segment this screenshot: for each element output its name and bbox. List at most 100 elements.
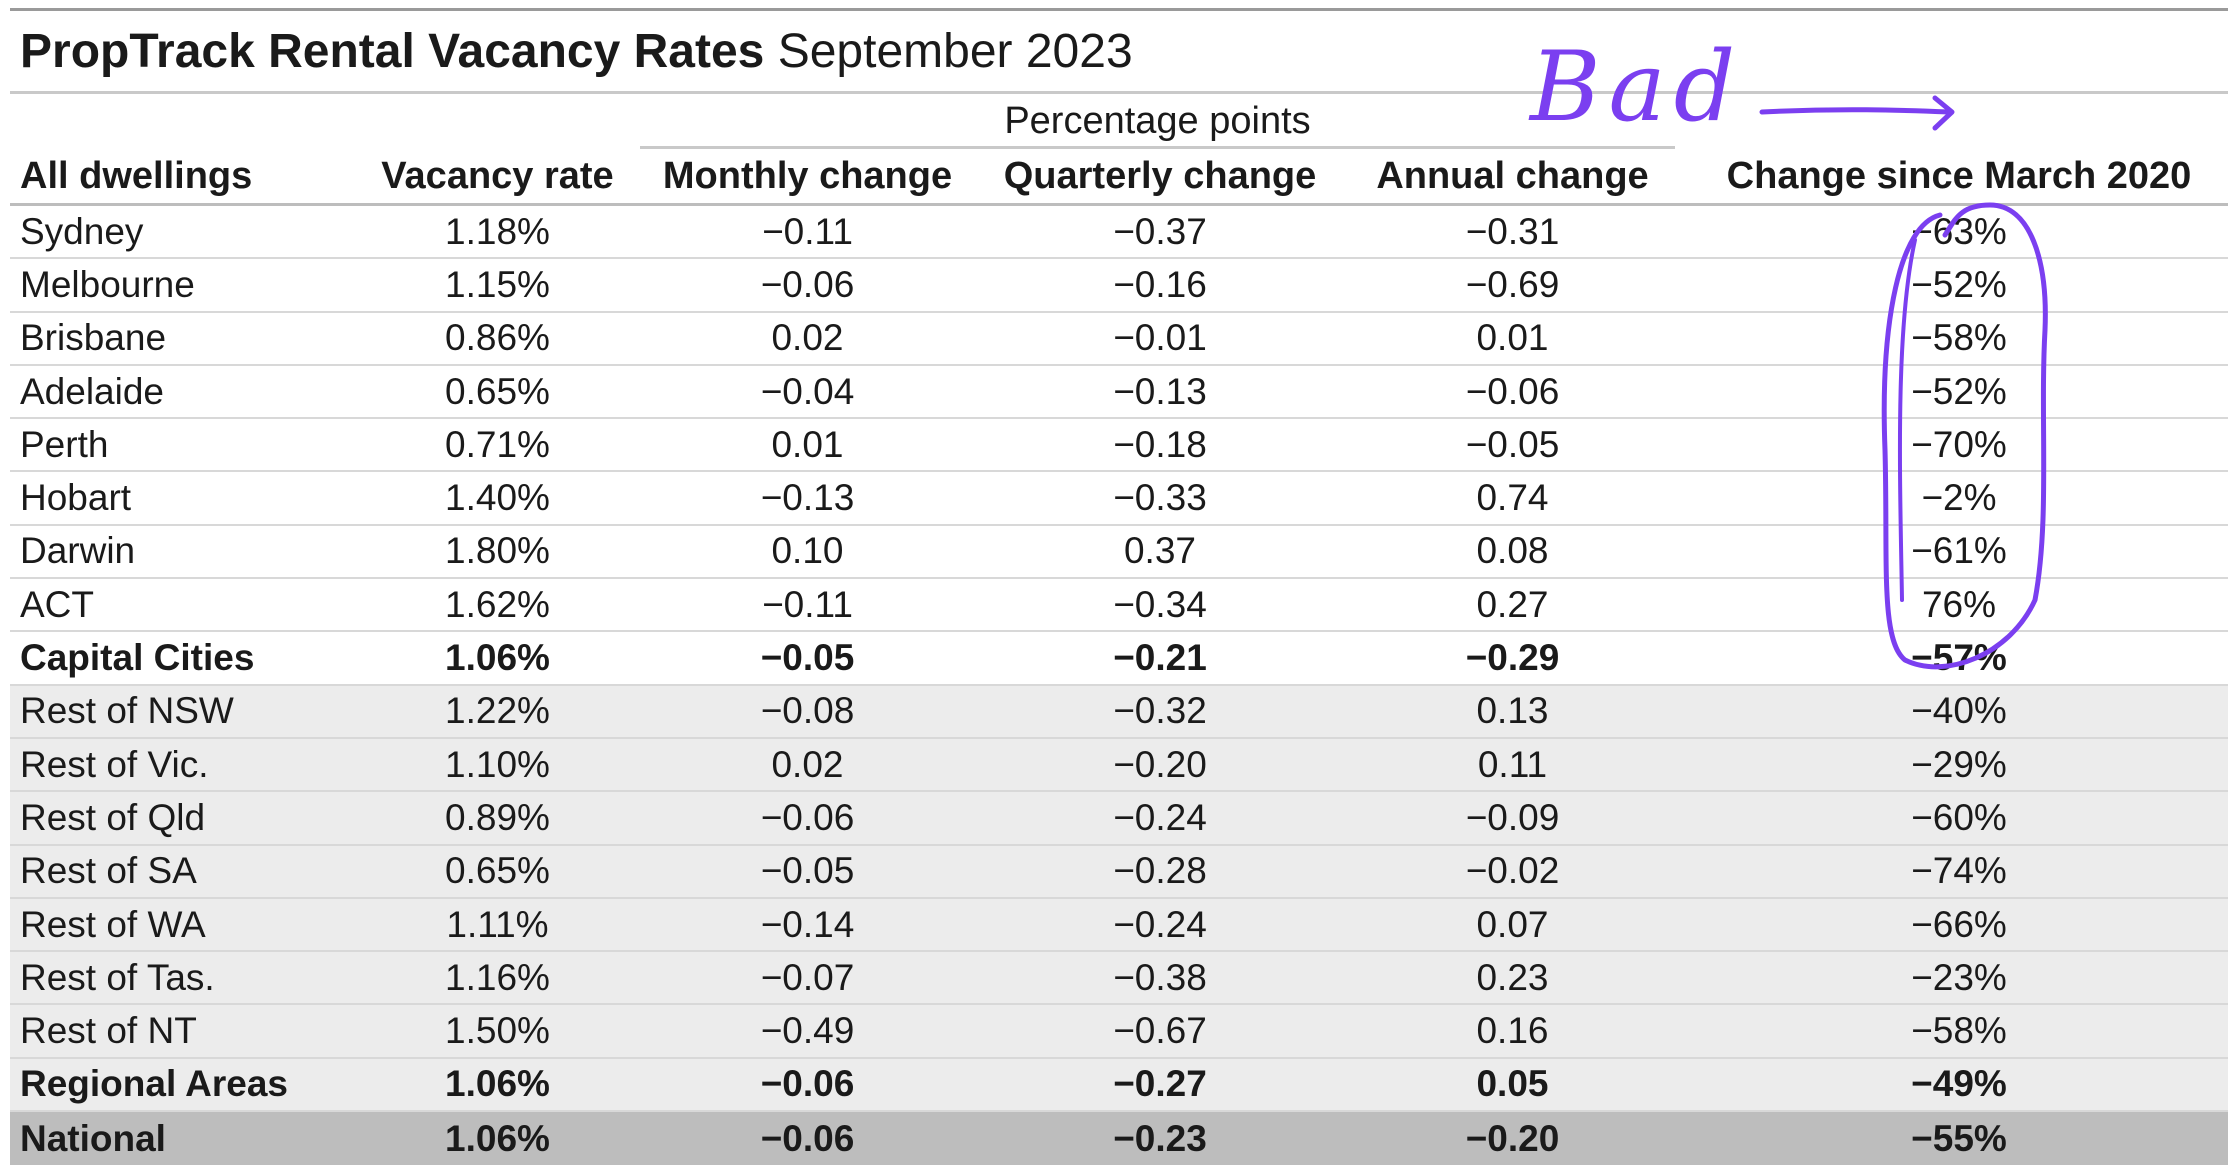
vacancy-rate-cell: 1.16%: [445, 956, 550, 998]
monthly-change-cell: 0.10: [771, 530, 844, 572]
monthly-change-cell: −0.04: [760, 370, 855, 412]
monthly-change-cell: −0.06: [760, 796, 855, 838]
monthly-change-cell: −0.13: [760, 477, 855, 519]
percentage-points-underline: [640, 146, 1675, 149]
change-since-march-2020-cell: −29%: [1911, 743, 2007, 785]
annual-change-cell: −0.29: [1465, 637, 1560, 679]
vacancy-rate-cell: 1.62%: [445, 583, 550, 625]
row-name: National: [20, 1117, 166, 1159]
row-name: Darwin: [20, 530, 136, 572]
quarterly-change-cell: −0.13: [1113, 370, 1207, 412]
row-name: Regional Areas: [20, 1063, 288, 1105]
monthly-change-cell: 0.01: [771, 423, 844, 465]
vacancy-rate-cell: 0.65%: [445, 370, 550, 412]
quarterly-change-cell: −0.34: [1113, 583, 1207, 625]
change-since-march-2020-cell: −60%: [1911, 796, 2007, 838]
change-since-march-2020-cell: −70%: [1911, 423, 2007, 465]
monthly-change-cell: −0.06: [760, 1117, 855, 1159]
vacancy-rate-cell: 1.06%: [445, 1063, 550, 1105]
vacancy-rate-cell: 0.71%: [445, 423, 550, 465]
annual-change-cell: −0.20: [1465, 1117, 1560, 1159]
vacancy-rate-cell: 1.10%: [445, 743, 550, 785]
row-name: ACT: [20, 583, 94, 625]
header-quarterly-change: Quarterly change: [1003, 155, 1317, 197]
table-row: ACT 1.62% −0.11 −0.34 0.27 76%: [10, 579, 2228, 633]
change-since-march-2020-cell: −52%: [1911, 370, 2007, 412]
row-name: Rest of WA: [20, 903, 206, 945]
monthly-change-cell: −0.08: [760, 690, 855, 732]
row-name: Sydney: [20, 210, 144, 252]
header-change-since-march-2020: Change since March 2020: [1726, 155, 2192, 197]
header-all-dwellings: All dwellings: [20, 155, 253, 197]
annual-change-cell: 0.05: [1476, 1063, 1549, 1105]
header-vacancy-rate: Vacancy rate: [381, 155, 614, 197]
annual-change-cell: 0.74: [1476, 477, 1549, 519]
row-name: Perth: [20, 423, 109, 465]
change-since-march-2020-cell: −61%: [1911, 530, 2007, 572]
change-since-march-2020-cell: −49%: [1911, 1063, 2007, 1105]
row-name: Rest of NT: [20, 1010, 197, 1052]
page-title: PropTrack Rental Vacancy Rates September…: [20, 22, 1133, 82]
quarterly-change-cell: −0.20: [1113, 743, 1207, 785]
quarterly-change-cell: −0.32: [1113, 690, 1207, 732]
annual-change-cell: 0.07: [1476, 903, 1549, 945]
vacancy-table: All dwellings Vacancy rate Monthly chang…: [10, 150, 2228, 1166]
table-row: Regional Areas 1.06% −0.06 −0.27 0.05 −49%: [10, 1058, 2228, 1113]
annual-change-cell: −0.69: [1465, 263, 1560, 305]
title-underline: [10, 91, 2228, 94]
monthly-change-cell: −0.07: [760, 956, 855, 998]
vacancy-rate-cell: 1.18%: [445, 210, 550, 252]
change-since-march-2020-cell: −66%: [1911, 903, 2007, 945]
row-name: Adelaide: [20, 370, 165, 412]
quarterly-change-cell: −0.27: [1113, 1063, 1207, 1105]
monthly-change-cell: −0.06: [760, 263, 855, 305]
monthly-change-cell: −0.06: [760, 1063, 855, 1105]
vacancy-rate-cell: 0.89%: [445, 796, 550, 838]
quarterly-change-cell: −0.33: [1113, 477, 1207, 519]
vacancy-rate-cell: 0.65%: [445, 850, 550, 892]
monthly-change-cell: −0.14: [760, 903, 855, 945]
vacancy-rate-cell: 1.80%: [445, 530, 550, 572]
table-row: National 1.06% −0.06 −0.23 −0.20 −55%: [10, 1112, 2228, 1166]
change-since-march-2020-cell: −2%: [1921, 477, 1997, 519]
monthly-change-cell: −0.49: [760, 1010, 855, 1052]
vacancy-rate-cell: 1.22%: [445, 690, 550, 732]
vacancy-rate-cell: 1.11%: [446, 903, 549, 945]
change-since-march-2020-cell: −57%: [1911, 637, 2007, 679]
monthly-change-cell: −0.11: [762, 583, 853, 625]
vacancy-rate-cell: 0.86%: [445, 317, 550, 359]
monthly-change-cell: 0.02: [771, 743, 844, 785]
quarterly-change-cell: −0.18: [1113, 423, 1207, 465]
header-monthly-change: Monthly change: [662, 155, 953, 197]
table-row: Melbourne 1.15% −0.06 −0.16 −0.69 −52%: [10, 259, 2228, 313]
monthly-change-cell: −0.05: [760, 637, 855, 679]
table-row: Rest of Qld 0.89% −0.06 −0.24 −0.09 −60%: [10, 792, 2228, 846]
table-body: Sydney 1.18% −0.11 −0.37 −0.31 −63% Melbourne 1…: [10, 206, 2228, 1166]
quarterly-change-cell: −0.67: [1113, 1010, 1207, 1052]
change-since-march-2020-cell: −55%: [1911, 1117, 2007, 1159]
change-since-march-2020-cell: −58%: [1911, 1010, 2007, 1052]
table-row: Rest of Vic. 1.10% 0.02 −0.20 0.11 −29%: [10, 738, 2228, 793]
title-date: September 2023: [777, 25, 1133, 78]
quarterly-change-cell: −0.01: [1113, 317, 1207, 359]
table-row: Adelaide 0.65% −0.04 −0.13 −0.06 −52%: [10, 366, 2228, 420]
vacancy-rate-cell: 1.50%: [445, 1010, 550, 1052]
quarterly-change-cell: −0.37: [1113, 210, 1207, 252]
table-row: Capital Cities 1.06% −0.05 −0.21 −0.29 −57%: [10, 632, 2228, 686]
row-name: Rest of SA: [20, 850, 197, 892]
row-name: Brisbane: [20, 317, 167, 359]
row-name: Capital Cities: [20, 637, 255, 679]
quarterly-change-cell: −0.23: [1113, 1117, 1207, 1159]
annual-change-cell: 0.13: [1476, 690, 1549, 732]
table-row: Brisbane 0.86% 0.02 −0.01 0.01 −58%: [10, 313, 2228, 366]
quarterly-change-cell: −0.24: [1113, 903, 1207, 945]
annual-change-cell: 0.23: [1476, 956, 1549, 998]
monthly-change-cell: 0.02: [771, 317, 844, 359]
row-name: Melbourne: [20, 263, 195, 305]
change-since-march-2020-cell: −58%: [1911, 317, 2007, 359]
quarterly-change-cell: −0.24: [1113, 796, 1207, 838]
quarterly-change-cell: 0.37: [1123, 530, 1196, 572]
annual-change-cell: −0.02: [1465, 850, 1560, 892]
table-row: Rest of SA 0.65% −0.05 −0.28 −0.02 −74%: [10, 845, 2228, 899]
row-name: Rest of Tas.: [20, 956, 215, 998]
